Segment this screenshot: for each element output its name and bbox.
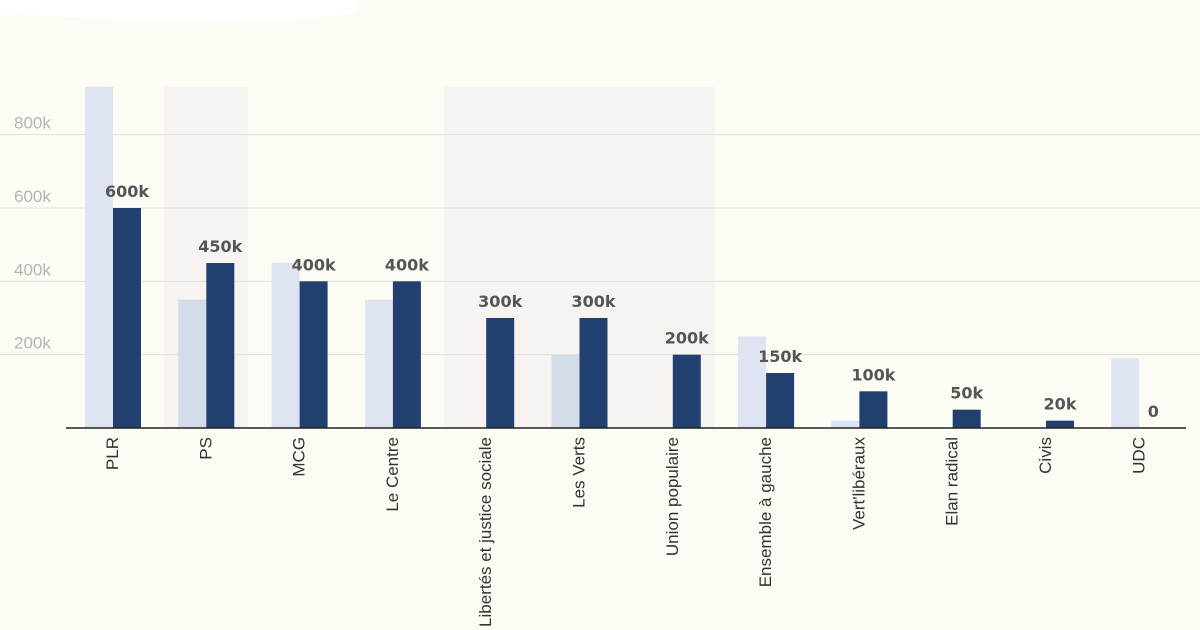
bar-value-label: 100k: [851, 365, 895, 384]
bar-value-label: 150k: [758, 347, 802, 366]
category-labels: PLR PS MCG Le Centre Libertés et justice soc…: [103, 437, 1148, 627]
bar-value-label: 450k: [198, 237, 242, 256]
category-label: MCG: [290, 437, 309, 477]
category-label: Les Verts: [570, 437, 589, 508]
category-label: PLR: [103, 437, 122, 470]
bar-value-label: 0: [1148, 402, 1159, 421]
bar-series-dark: [206, 263, 235, 428]
bar-value-label: 400k: [385, 255, 429, 274]
bar-value-label: 400k: [292, 255, 336, 274]
bar-series-dark: [579, 318, 608, 428]
bars: [85, 87, 1140, 428]
bar-series-light: [85, 87, 113, 428]
bar-value-label: 50k: [950, 384, 983, 403]
category-label: Union populaire: [663, 437, 682, 556]
category-label: UDC: [1129, 437, 1148, 474]
bar-series-light: [738, 336, 767, 428]
y-tick-label: 600k: [14, 187, 51, 206]
category-label: Civis: [1036, 437, 1055, 474]
value-labels: 600k 450k 400k 400k 300k 300k 200k 150k 100k 50k 2…: [105, 182, 1159, 421]
bar-value-label: 200k: [665, 329, 709, 348]
bar-series-light: [1111, 358, 1140, 428]
bar-value-label: 300k: [571, 292, 615, 311]
bar-series-light: [831, 420, 860, 428]
category-label: Elan radical: [943, 437, 962, 526]
bar-value-label: 300k: [478, 292, 522, 311]
bar-series-dark: [113, 208, 141, 428]
highlight-bands: [163, 87, 715, 428]
bar-series-dark: [1046, 420, 1074, 428]
y-tick-label: 200k: [14, 334, 51, 353]
y-axis-tick-labels: 200k 400k 600k 800k: [14, 114, 51, 353]
bar-series-dark: [766, 373, 795, 428]
header-decoration: [0, 0, 355, 20]
y-tick-label: 400k: [14, 260, 51, 279]
category-label: Libertés et justice sociale: [476, 437, 495, 627]
bar-series-dark: [952, 409, 981, 428]
bar-series-dark: [392, 281, 421, 428]
bar-series-light: [178, 299, 207, 428]
bar-series-dark: [299, 281, 328, 428]
y-tick-label: 800k: [14, 114, 51, 133]
bar-series-dark: [486, 318, 515, 428]
category-label: PS: [196, 437, 215, 460]
bar-value-label: 20k: [1044, 395, 1077, 414]
bar-value-label: 600k: [105, 182, 149, 201]
category-label: Ensemble à gauche: [756, 437, 775, 587]
bar-series-dark: [672, 354, 701, 428]
bar-series-light: [271, 263, 300, 428]
bar-series-light: [551, 354, 580, 428]
bar-series-light: [364, 299, 393, 428]
category-label: Vert'libéraux: [849, 437, 868, 531]
bar-series-dark: [859, 391, 888, 428]
category-label: Le Centre: [383, 437, 402, 512]
